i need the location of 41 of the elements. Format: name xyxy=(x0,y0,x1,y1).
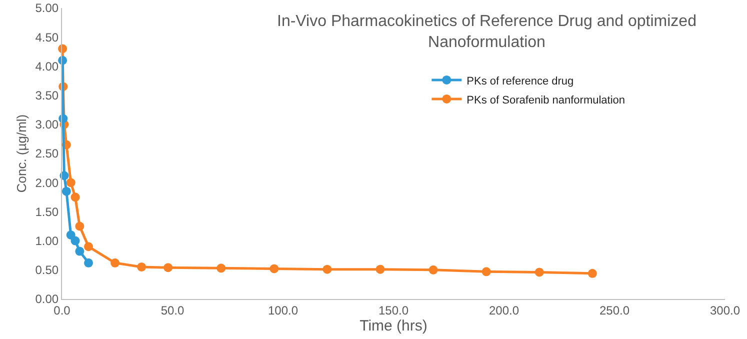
point xyxy=(376,264,385,274)
point xyxy=(534,268,544,277)
point xyxy=(428,265,438,274)
y-tick-label: 1.00 xyxy=(35,234,59,248)
point xyxy=(70,192,80,202)
y-tick-label: 2.50 xyxy=(35,146,59,161)
point xyxy=(75,222,84,231)
y-tick-label: 0.50 xyxy=(35,263,59,278)
point xyxy=(75,246,84,256)
x-tick-label: 100.0 xyxy=(268,303,298,318)
x-tick-label: 300.0 xyxy=(710,303,740,318)
text: In-Vivo Pharmacokinetics of Reference Drug and optimized Nanoformulation xyxy=(277,13,696,51)
y-tick-label: 1.50 xyxy=(35,204,59,219)
point xyxy=(84,258,94,268)
x-axis-title: Time (hrs) xyxy=(360,317,428,334)
y-tick-label: 5.00 xyxy=(35,1,59,16)
y-tick-label: 4.50 xyxy=(35,30,59,44)
y-tick-label: 4.00 xyxy=(35,59,59,74)
point xyxy=(66,178,76,188)
point xyxy=(270,264,279,274)
legend-label: PKs of Sorafenib nanformulation xyxy=(466,94,626,106)
point xyxy=(70,236,80,246)
x-tick-label: 50.0 xyxy=(160,303,184,318)
y-axis-title: Conc. (µg/ml) xyxy=(14,114,29,193)
point xyxy=(216,264,226,273)
y-tick-label: 3.00 xyxy=(35,118,59,132)
point xyxy=(137,262,146,272)
x-tick-label: 150.0 xyxy=(378,303,409,318)
y-tick-label: 2.00 xyxy=(35,176,59,190)
legend-label: PKs of reference drug xyxy=(466,75,574,88)
point xyxy=(322,264,332,274)
point xyxy=(62,186,71,196)
y-tick-label: 3.50 xyxy=(35,88,59,102)
x-tick-label: 200.0 xyxy=(488,303,520,318)
point xyxy=(84,242,94,252)
point xyxy=(164,263,173,272)
x-tick-label: 250.0 xyxy=(599,303,630,318)
point xyxy=(588,268,597,278)
point xyxy=(66,230,76,240)
point xyxy=(110,258,120,268)
point xyxy=(482,267,491,276)
